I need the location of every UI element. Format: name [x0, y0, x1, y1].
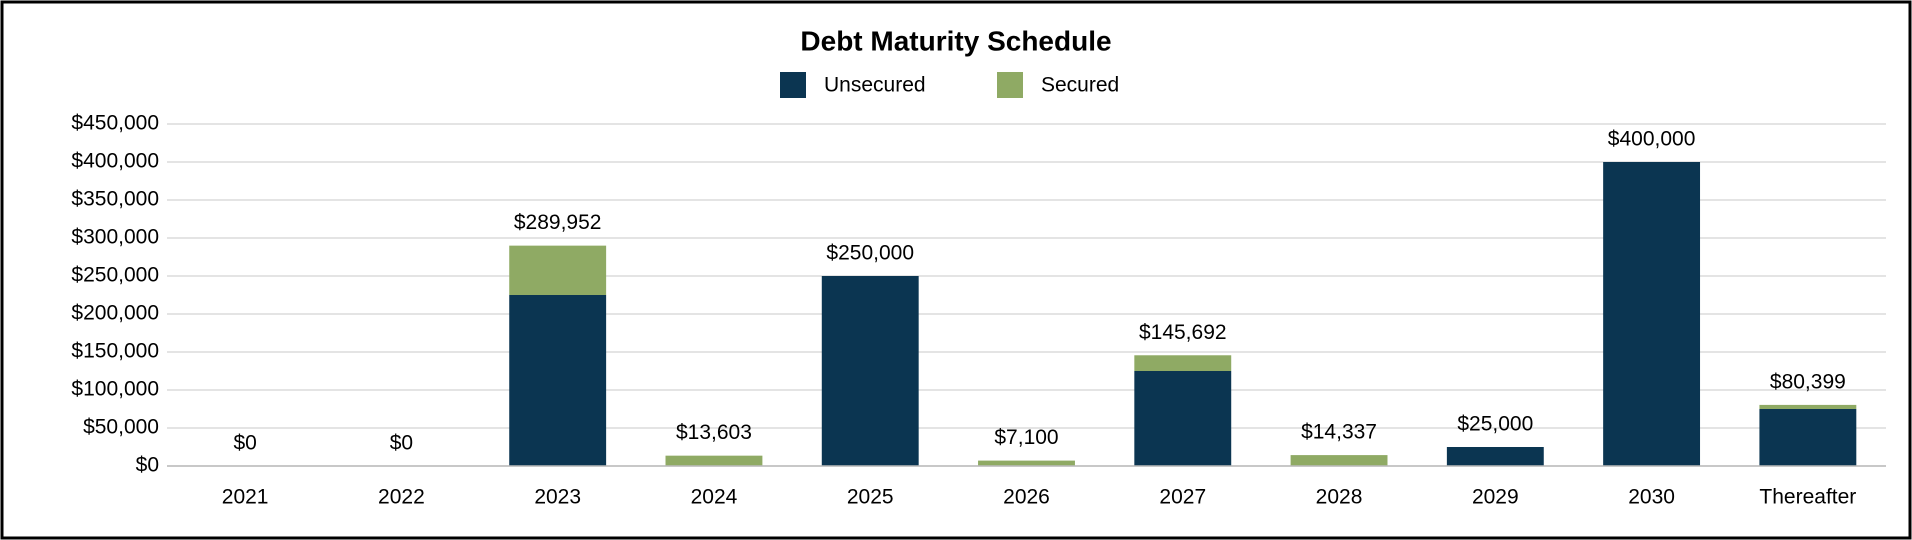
x-tick-label: 2024 — [691, 486, 738, 509]
total-label: $14,337 — [1301, 421, 1377, 444]
x-tick-label: 2021 — [222, 486, 269, 509]
total-label: $25,000 — [1457, 413, 1533, 436]
y-tick-label: $200,000 — [71, 302, 159, 325]
total-label: $80,399 — [1770, 370, 1846, 393]
x-tick-label: 2025 — [847, 486, 894, 509]
bar-segment — [1290, 455, 1388, 466]
y-tick-label: $400,000 — [71, 150, 159, 173]
y-tick-label: $450,000 — [71, 112, 159, 135]
y-tick-label: $0 — [136, 454, 159, 477]
bar-segment — [509, 245, 607, 295]
chart-title: Debt Maturity Schedule — [800, 25, 1111, 56]
y-tick-label: $250,000 — [71, 264, 159, 287]
bar-segment — [1446, 447, 1544, 466]
total-label: $400,000 — [1608, 128, 1696, 151]
x-tick-label: 2026 — [1003, 486, 1050, 509]
total-label: $145,692 — [1139, 321, 1227, 344]
total-label: $289,952 — [514, 211, 602, 234]
total-label: $0 — [390, 432, 413, 455]
y-tick-label: $100,000 — [71, 378, 159, 401]
total-label: $250,000 — [826, 242, 914, 265]
x-tick-label: 2028 — [1316, 486, 1363, 509]
bar-segment — [978, 460, 1075, 466]
bar-segment — [1759, 404, 1857, 409]
x-tick-label: 2023 — [534, 486, 581, 509]
x-tick-label: 2022 — [378, 486, 425, 509]
bar-segment — [1759, 409, 1857, 466]
total-label: $7,100 — [994, 426, 1058, 449]
bar-segment — [665, 455, 763, 466]
total-label: $0 — [233, 432, 256, 455]
y-tick-label: $300,000 — [71, 226, 159, 249]
y-tick-label: $150,000 — [71, 340, 159, 363]
bar-segment — [821, 276, 919, 466]
x-tick-label: 2029 — [1472, 486, 1519, 509]
y-tick-label: $350,000 — [71, 188, 159, 211]
bar-segment — [509, 295, 607, 466]
bar-segment — [1134, 371, 1232, 466]
legend-label: Unsecured — [824, 74, 926, 97]
legend-label: Secured — [1041, 74, 1119, 97]
legend-swatch — [780, 72, 806, 98]
bar-segment — [1603, 162, 1701, 466]
y-tick-label: $50,000 — [83, 416, 159, 439]
total-label: $13,603 — [676, 421, 752, 444]
x-tick-label: 2030 — [1628, 486, 1675, 509]
legend-swatch — [997, 72, 1023, 98]
x-tick-label: 2027 — [1159, 486, 1206, 509]
bar-segment — [1134, 355, 1232, 371]
x-tick-label: Thereafter — [1759, 486, 1856, 509]
